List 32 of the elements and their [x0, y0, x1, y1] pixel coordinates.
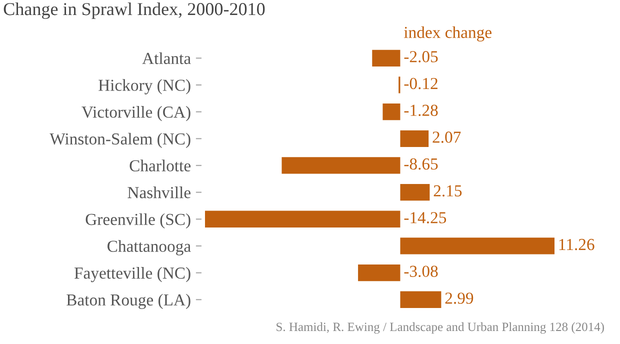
y-tick-label: Greenville (SC) — [86, 213, 190, 228]
data-label: -3.08 — [404, 266, 438, 278]
y-tick-label: Winston-Salem (NC) — [50, 132, 190, 148]
bar — [204, 210, 400, 228]
y-tick-label: Atlanta — [142, 52, 191, 64]
y-tick-label: Victorville (CA) — [82, 106, 190, 122]
text: S. Hamidi, R. Ewing / Landscape and Urban Planning 128 (2014) — [276, 322, 604, 334]
bar — [400, 238, 555, 254]
bar — [400, 130, 429, 147]
y-tick-label: Charlotte — [130, 160, 191, 172]
bar — [400, 184, 430, 201]
data-label: 2.99 — [445, 292, 474, 304]
y-tick-label: Nashville — [128, 186, 191, 198]
data-label: 2.07 — [432, 132, 461, 143]
y-tick-label: Fayetteville (NC) — [74, 267, 190, 282]
text: index change — [404, 26, 492, 42]
bar — [400, 291, 442, 308]
y-tick-label: Hickory (NC) — [98, 79, 190, 94]
data-label: -1.28 — [404, 104, 438, 116]
bar — [382, 103, 400, 120]
data-label: -14.25 — [404, 212, 446, 224]
data-label: 11.26 — [559, 238, 594, 250]
y-tick-label: Baton Rouge (LA) — [66, 294, 190, 310]
data-label: -0.12 — [404, 78, 438, 90]
data-label: -2.05 — [404, 51, 438, 62]
bar — [358, 264, 400, 282]
chart-title: Change in Sprawl Index, 2000-2010 — [4, 2, 265, 19]
bar — [282, 157, 400, 174]
bar — [372, 50, 400, 66]
y-tick-label: Chattanooga — [108, 240, 191, 256]
data-label: -8.65 — [404, 158, 438, 170]
data-label: 2.15 — [434, 185, 462, 197]
